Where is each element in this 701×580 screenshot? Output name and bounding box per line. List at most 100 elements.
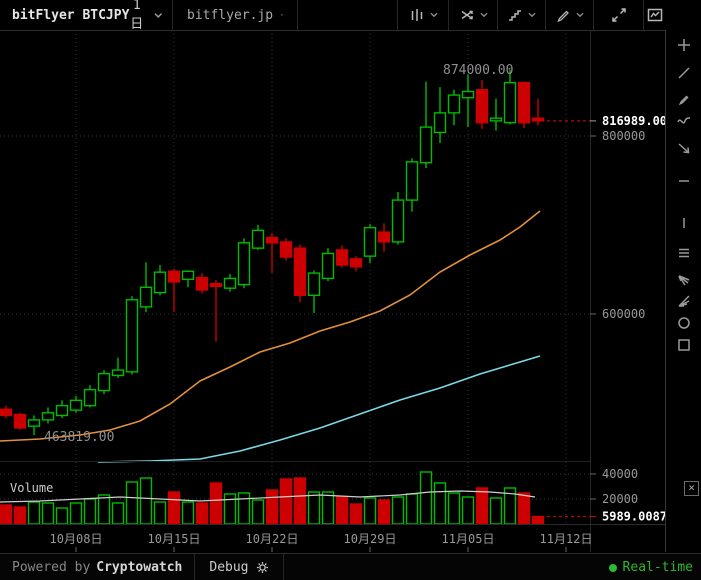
chevron-down-icon bbox=[576, 12, 584, 18]
volume-bar bbox=[83, 498, 97, 525]
arrow-tool[interactable] bbox=[675, 139, 693, 157]
volume-bar bbox=[41, 502, 55, 525]
candles-layer bbox=[0, 70, 545, 436]
realtime-indicator: Real-time bbox=[597, 554, 701, 580]
volume-bar bbox=[349, 503, 363, 525]
candle-body bbox=[447, 94, 461, 114]
toolbar-tools bbox=[397, 0, 665, 30]
chevron-down-icon bbox=[528, 12, 536, 18]
candle-body bbox=[405, 161, 419, 201]
horizontal-line-tool[interactable] bbox=[675, 172, 693, 190]
price-chart[interactable]: Volume 800000 600000 816989.00 40000 20000 598… bbox=[0, 30, 667, 552]
time-tick-label: 11月12日 bbox=[540, 532, 593, 546]
candle-body bbox=[167, 270, 181, 283]
brand-label[interactable]: Cryptowatch bbox=[96, 560, 183, 575]
candle-body bbox=[97, 372, 111, 392]
annotation-tool[interactable] bbox=[675, 90, 693, 108]
candle-body bbox=[223, 277, 237, 289]
volume-bar bbox=[251, 499, 265, 525]
volume-bar bbox=[13, 506, 27, 525]
vertical-line-tool[interactable] bbox=[675, 214, 693, 232]
rectangle-tool[interactable] bbox=[675, 336, 693, 354]
scale-button[interactable] bbox=[497, 0, 545, 30]
volume-tick-label: 20000 bbox=[602, 492, 638, 506]
candle-body bbox=[391, 199, 405, 243]
trend-line-tool[interactable] bbox=[675, 64, 693, 82]
volume-bar bbox=[111, 502, 125, 525]
candle-body bbox=[181, 270, 195, 280]
freehand-tool[interactable] bbox=[675, 111, 693, 129]
ellipse-tool[interactable] bbox=[675, 314, 693, 332]
realtime-label: Real-time bbox=[622, 560, 693, 575]
candle-body bbox=[475, 89, 489, 124]
step-line-icon bbox=[509, 10, 521, 21]
debug-button[interactable]: Debug bbox=[194, 554, 284, 580]
chart-box-icon bbox=[647, 8, 662, 22]
candle-body bbox=[419, 126, 433, 164]
status-bar: Powered by Cryptowatch Debug Real-time bbox=[0, 553, 701, 580]
candle-body bbox=[0, 408, 13, 417]
volume-bar bbox=[321, 491, 335, 525]
volume-bar bbox=[293, 477, 307, 525]
horizontal-line-icon bbox=[679, 180, 689, 182]
external-link-icon bbox=[281, 14, 283, 16]
compare-button[interactable] bbox=[448, 0, 497, 30]
volume-bar bbox=[97, 494, 111, 525]
overlays-layer bbox=[0, 210, 541, 463]
fan-icon bbox=[678, 295, 690, 307]
last-price-label: 816989.00 bbox=[602, 114, 665, 128]
volume-bar bbox=[391, 496, 405, 525]
last-volume-label: 5989.0087 bbox=[602, 510, 665, 524]
exchange-link[interactable]: bitflyer.jp bbox=[173, 0, 298, 30]
volume-bar bbox=[363, 497, 377, 525]
ray-tool[interactable] bbox=[675, 272, 693, 290]
parallel-channel-tool[interactable] bbox=[675, 244, 693, 262]
candle-body bbox=[335, 249, 349, 266]
volume-bar bbox=[307, 491, 321, 525]
candle-body bbox=[363, 226, 377, 257]
snapshot-button[interactable] bbox=[643, 0, 665, 30]
draw-button[interactable] bbox=[545, 0, 593, 30]
last-values-layer bbox=[547, 120, 596, 518]
candle-body bbox=[41, 412, 55, 421]
time-tick-label: 10月29日 bbox=[344, 532, 397, 546]
chevron-down-icon bbox=[153, 12, 162, 18]
plus-icon bbox=[678, 39, 690, 51]
candle-body bbox=[377, 231, 391, 243]
ma-fast bbox=[0, 210, 541, 442]
volume-bar bbox=[209, 482, 223, 525]
squiggle-icon bbox=[677, 117, 691, 124]
time-tick-label: 10月15日 bbox=[148, 532, 201, 546]
candle-body bbox=[27, 419, 41, 427]
volume-bar bbox=[405, 493, 419, 525]
volume-bar bbox=[139, 477, 153, 525]
ma-slow bbox=[97, 355, 541, 463]
candle-body bbox=[503, 81, 517, 124]
timeframe-label: 1日 bbox=[130, 0, 144, 32]
volume-bar bbox=[489, 497, 503, 525]
candle-body bbox=[139, 286, 153, 308]
candle-body bbox=[293, 247, 307, 297]
chevron-down-icon bbox=[480, 12, 487, 18]
candle-body bbox=[125, 299, 139, 373]
arrow-icon bbox=[678, 143, 690, 154]
candle-body bbox=[251, 229, 265, 249]
volume-bar bbox=[153, 501, 167, 525]
candle-body bbox=[195, 276, 209, 291]
drawing-sidebar: × bbox=[665, 30, 701, 552]
timeframe-select[interactable]: 1日 bbox=[117, 0, 173, 32]
volume-bar bbox=[223, 493, 237, 525]
chart-type-button[interactable] bbox=[397, 0, 448, 30]
volume-bar bbox=[195, 502, 209, 525]
candle-body bbox=[69, 399, 83, 411]
compare-icon bbox=[461, 10, 473, 20]
volume-bar bbox=[335, 496, 349, 525]
price-tick-label: 600000 bbox=[602, 307, 645, 321]
close-volume-button[interactable]: × bbox=[684, 481, 699, 496]
fullscreen-button[interactable] bbox=[593, 0, 643, 30]
fan-tool[interactable] bbox=[675, 292, 693, 310]
crosshair-tool[interactable] bbox=[675, 36, 693, 54]
volume-pane-label: Volume bbox=[10, 481, 53, 495]
volume-bar bbox=[69, 502, 83, 525]
candle-body bbox=[461, 90, 475, 99]
